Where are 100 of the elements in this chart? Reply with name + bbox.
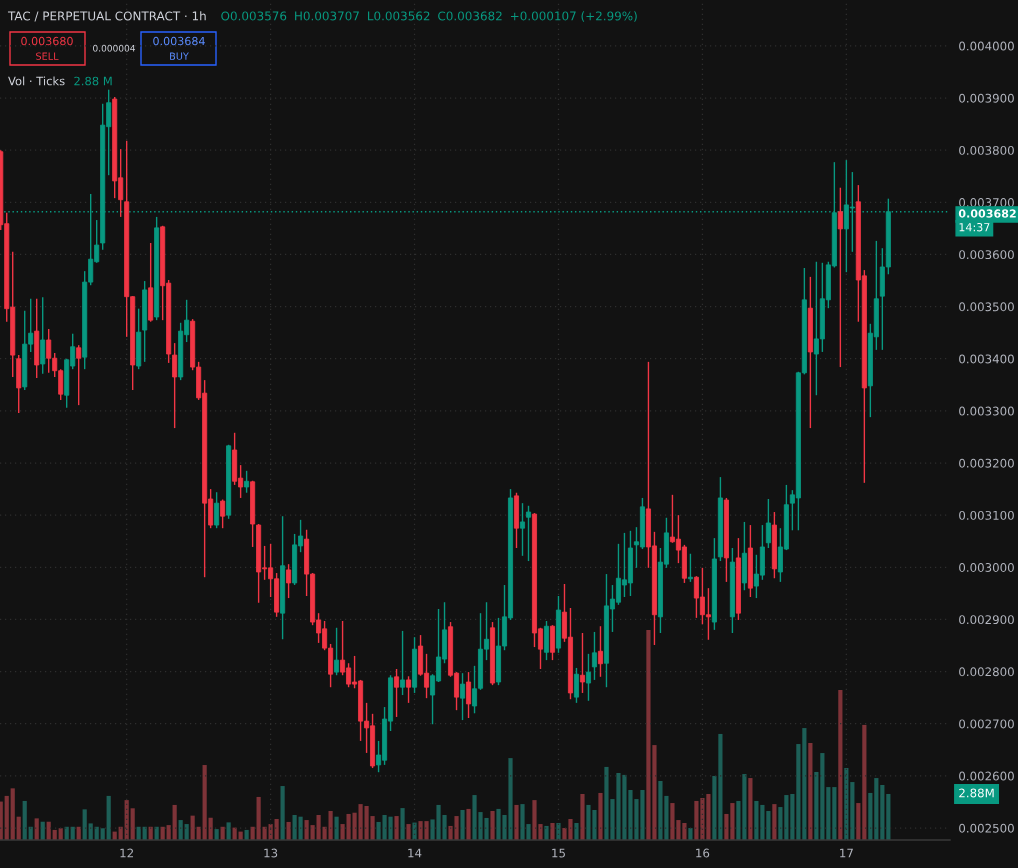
y-tick-label: 0.003900: [959, 93, 1014, 103]
x-tick-label: 12: [120, 848, 133, 858]
y-tick-label: 0.002800: [959, 667, 1014, 677]
bar: [766, 811, 771, 840]
bar: [850, 782, 855, 840]
annotation: 0.003680: [21, 36, 73, 46]
annotation: L0.003562: [368, 11, 430, 21]
y-tick-label: 0.003200: [959, 458, 1014, 468]
candlestick: [394, 668, 400, 718]
bar: [838, 690, 843, 840]
candlestick: [214, 491, 220, 529]
candlestick: [765, 498, 771, 549]
annotation: +0.000107 (+2.99%): [510, 11, 637, 22]
bar: [4, 795, 9, 840]
candlestick: [400, 630, 406, 696]
annotation: BUY: [170, 52, 189, 60]
y-tick-label: 0.002600: [959, 771, 1014, 781]
annotation: 2.88 M: [74, 76, 112, 86]
y-tick-label: 0.003300: [959, 406, 1014, 416]
candlestick: [220, 498, 226, 529]
bar: [34, 818, 39, 840]
annotation: O0.003576: [221, 11, 287, 21]
annotation: 0.003684: [153, 36, 205, 46]
bar: [460, 809, 465, 840]
candlestick: [244, 470, 250, 494]
ref-line-label: 0.003682: [958, 209, 1016, 218]
bar: [880, 784, 885, 840]
bar: [256, 796, 261, 840]
bar: [202, 765, 207, 840]
bar: [580, 794, 585, 840]
candlestick: [573, 667, 579, 704]
bar: [832, 787, 837, 840]
bar: [760, 804, 765, 840]
bar: [172, 804, 177, 840]
annotation: C0.003682: [438, 11, 502, 21]
bar: [754, 800, 759, 840]
bar: [574, 822, 579, 840]
candlestick: [687, 553, 693, 583]
bar: [22, 800, 27, 840]
bar: [466, 808, 471, 840]
candlestick: [579, 632, 585, 694]
candlestick: [76, 344, 82, 406]
bar: [598, 792, 603, 840]
bar: [778, 807, 783, 840]
bar: [796, 744, 801, 840]
y-tick-label: 0.004000: [959, 41, 1014, 51]
bar: [772, 804, 777, 840]
y-tick-label: 0.003400: [959, 354, 1014, 364]
bar: [130, 808, 135, 840]
text: 14:37: [959, 223, 990, 232]
bar: [688, 828, 693, 840]
y-tick-label: 0.003000: [959, 563, 1014, 572]
bar: [784, 795, 789, 840]
x-tick-label: 15: [552, 848, 565, 858]
y-tick-label: 0.003600: [959, 250, 1014, 260]
annotation: SELL: [36, 52, 59, 60]
bar: [556, 822, 561, 840]
annotation: H0.003707: [295, 11, 359, 21]
bar: [856, 803, 861, 840]
bar: [334, 816, 339, 840]
x-tick-label: 17: [840, 848, 853, 858]
candlestick: [585, 653, 591, 702]
bar: [412, 822, 417, 840]
y-tick-label: 0.002900: [959, 615, 1014, 625]
x-tick-label: 13: [264, 848, 278, 858]
bar: [886, 794, 891, 840]
bar: [490, 811, 495, 840]
bar: [862, 724, 867, 840]
bar: [400, 808, 405, 840]
bar: [406, 824, 411, 840]
bar: [82, 809, 87, 840]
bar: [10, 788, 15, 840]
candlestick: [40, 296, 46, 375]
x-tick-label: 14: [408, 848, 422, 858]
bar: [820, 753, 825, 840]
candlestick: [591, 631, 597, 681]
y-tick-label: 0.002500: [959, 823, 1014, 833]
candlestick: [525, 505, 532, 562]
bar: [874, 778, 879, 840]
y-tick-label: 0.003500: [959, 302, 1014, 312]
bar: [808, 742, 813, 840]
bar: [868, 792, 873, 840]
candlestick: [334, 627, 340, 676]
bar: [106, 795, 111, 840]
y-tick-label: 0.003800: [959, 145, 1014, 155]
bar: [790, 794, 795, 840]
y-tick-label: 0.003100: [959, 510, 1014, 520]
bar: [550, 822, 555, 840]
candlestick: [286, 563, 292, 599]
bar: [748, 778, 753, 840]
text: TAC / PERPETUAL CONTRACT · 1h: [7, 11, 206, 22]
candlestick: [519, 502, 526, 557]
candlestick: [837, 187, 843, 368]
bar: [0, 801, 3, 840]
bar: [814, 771, 819, 840]
annotation: Vol · Ticks: [8, 76, 65, 86]
y-tick-label: 0.003700: [959, 198, 1014, 207]
bar: [280, 786, 285, 840]
bar: [802, 728, 807, 840]
bar: [826, 787, 831, 840]
